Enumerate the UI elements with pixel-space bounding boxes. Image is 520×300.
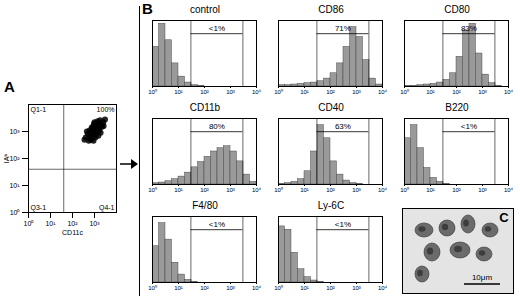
svg-text:10¹: 10¹ bbox=[174, 89, 183, 95]
svg-text:80%: 80% bbox=[209, 122, 225, 131]
html-text:B: B bbox=[142, 0, 153, 17]
svg-text:10³: 10³ bbox=[478, 187, 487, 193]
svg-text:10¹: 10¹ bbox=[300, 187, 309, 193]
svg-text:10³: 10³ bbox=[226, 187, 235, 193]
svg-text:10⁴: 10⁴ bbox=[378, 285, 388, 291]
svg-text:10⁰: 10⁰ bbox=[148, 186, 157, 193]
html-text:B220: B220 bbox=[445, 102, 469, 113]
svg-text:10¹: 10¹ bbox=[174, 285, 183, 291]
svg-text:10⁴: 10⁴ bbox=[252, 89, 262, 95]
svg-text:10⁰: 10⁰ bbox=[148, 284, 157, 291]
svg-text:10¹: 10¹ bbox=[9, 182, 20, 189]
svg-text:100%: 100% bbox=[97, 106, 115, 113]
svg-text:<1%: <1% bbox=[209, 220, 225, 229]
html-text:CD11b: CD11b bbox=[189, 102, 221, 113]
svg-text:10¹: 10¹ bbox=[426, 187, 435, 193]
html-text:A: A bbox=[4, 78, 15, 95]
svg-text:Q4-1: Q4-1 bbox=[99, 204, 115, 212]
svg-text:10³: 10³ bbox=[352, 89, 361, 95]
svg-text:10³: 10³ bbox=[89, 220, 100, 227]
svg-text:10²: 10² bbox=[326, 187, 335, 193]
html-text:control: control bbox=[190, 4, 220, 15]
svg-text:71%: 71% bbox=[335, 24, 351, 33]
svg-text:10³: 10³ bbox=[226, 89, 235, 95]
svg-text:<1%: <1% bbox=[461, 122, 477, 131]
svg-text:10⁴: 10⁴ bbox=[378, 89, 388, 95]
svg-text:63%: 63% bbox=[335, 122, 351, 131]
svg-text:10³: 10³ bbox=[352, 187, 361, 193]
svg-text:10⁰: 10⁰ bbox=[400, 88, 409, 95]
svg-text:10⁴: 10⁴ bbox=[252, 187, 262, 193]
svg-text:<1%: <1% bbox=[209, 24, 225, 33]
svg-text:83%: 83% bbox=[461, 24, 477, 33]
html-text:CD40: CD40 bbox=[318, 102, 344, 113]
svg-text:10⁰: 10⁰ bbox=[24, 220, 35, 227]
html-text:Ly-6C: Ly-6C bbox=[317, 200, 345, 211]
svg-text:10⁰: 10⁰ bbox=[10, 209, 21, 216]
svg-text:10⁰: 10⁰ bbox=[148, 88, 157, 95]
svg-text:10²: 10² bbox=[200, 285, 209, 291]
svg-text:10¹: 10¹ bbox=[426, 89, 435, 95]
svg-text:10⁰: 10⁰ bbox=[400, 186, 409, 193]
svg-text:10²: 10² bbox=[452, 187, 461, 193]
svg-text:10²: 10² bbox=[200, 89, 209, 95]
svg-text:10⁴: 10⁴ bbox=[378, 187, 388, 193]
svg-text:10²: 10² bbox=[326, 89, 335, 95]
svg-text:10¹: 10¹ bbox=[174, 187, 183, 193]
svg-text:10²: 10² bbox=[326, 285, 335, 291]
svg-text:10¹: 10¹ bbox=[45, 220, 56, 227]
svg-text:<1%: <1% bbox=[335, 220, 351, 229]
html-text:CD86: CD86 bbox=[318, 4, 344, 15]
svg-text:10²: 10² bbox=[452, 89, 461, 95]
svg-text:10³: 10³ bbox=[226, 285, 235, 291]
html-text:CD80: CD80 bbox=[444, 4, 470, 15]
svg-text:10²: 10² bbox=[200, 187, 209, 193]
svg-text:10⁴: 10⁴ bbox=[252, 285, 262, 291]
svg-text:CD11c: CD11c bbox=[62, 229, 83, 236]
svg-text:10²: 10² bbox=[67, 220, 78, 227]
svg-text:10³: 10³ bbox=[478, 89, 487, 95]
svg-text:10⁰: 10⁰ bbox=[274, 88, 283, 95]
svg-text:10⁴: 10⁴ bbox=[504, 187, 514, 193]
svg-text:10¹: 10¹ bbox=[300, 285, 309, 291]
html-text:F4/80: F4/80 bbox=[192, 200, 218, 211]
svg-text:10²: 10² bbox=[9, 155, 20, 162]
svg-text:Q1-1: Q1-1 bbox=[31, 106, 47, 114]
svg-text:10³: 10³ bbox=[352, 285, 361, 291]
svg-text:10³: 10³ bbox=[9, 128, 20, 135]
svg-text:C: C bbox=[499, 210, 509, 225]
svg-text:10⁰: 10⁰ bbox=[274, 284, 283, 291]
svg-text:10⁰: 10⁰ bbox=[274, 186, 283, 193]
svg-text:10⁴: 10⁴ bbox=[504, 89, 514, 95]
svg-text:IAᵇ: IAᵇ bbox=[3, 154, 10, 164]
svg-text:10¹: 10¹ bbox=[300, 89, 309, 95]
svg-text:10μm: 10μm bbox=[472, 273, 493, 282]
svg-text:Q3-1: Q3-1 bbox=[31, 204, 47, 212]
